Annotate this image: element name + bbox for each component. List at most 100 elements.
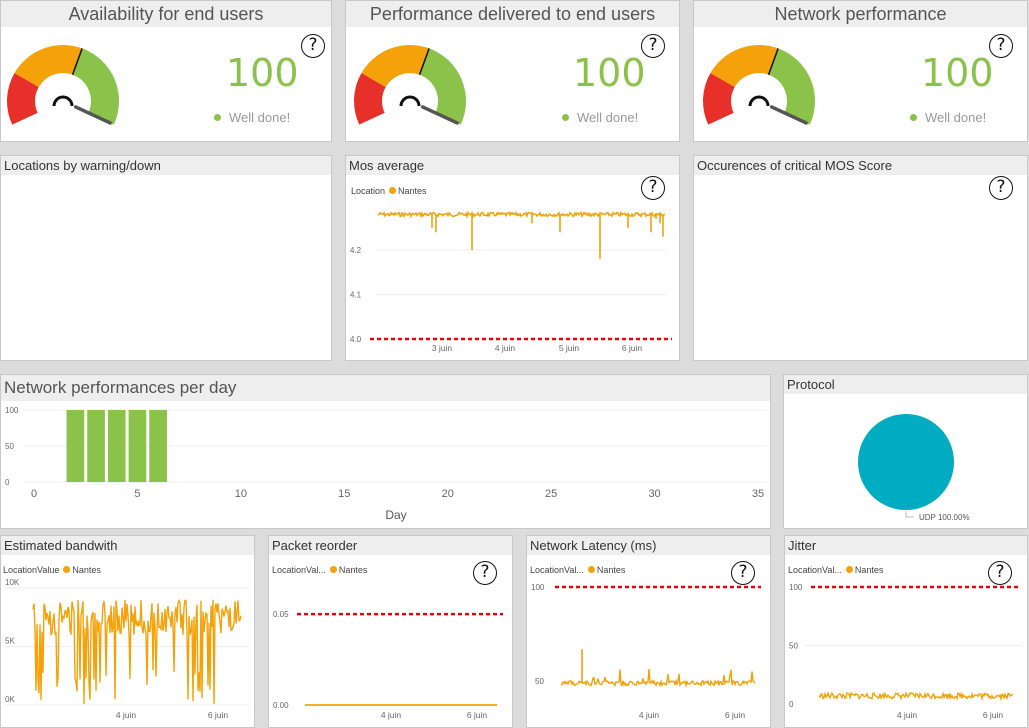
gauge-hub [383,74,437,128]
y-tick-label: 0.05 [273,610,289,619]
y-tick-label: 4.0 [350,335,362,344]
y-tick-label: 5K [5,637,15,646]
bar [66,410,85,482]
gauge-needle [420,105,459,125]
legend-series: Nantes [596,565,626,575]
protocol-tile: Protocol UDP 100.00% [783,374,1028,529]
x-tick-label: 25 [545,488,557,500]
kpi-status-text: Well done! [925,110,987,125]
legend-series: Nantes [398,186,427,196]
gauge-marker [418,48,430,75]
legend-dot-icon [587,566,595,574]
bar [128,410,147,482]
series-line-nantes [818,691,1014,702]
kpi-status: Well done! [910,110,986,125]
y-tick-label: 0 [5,478,10,487]
chart-legend: LocationVal... Nantes [530,565,625,575]
x-tick-label: 20 [442,488,454,500]
locations-tile: Locations by warning/down [0,155,332,361]
gauge-hub-icon [399,95,421,107]
pie-label-leader [905,511,914,518]
latency-tile: Network Latency (ms) LocationVal... Nante… [526,535,771,728]
x-tick-label: 4 juin [116,710,137,720]
tile-title: Network performance [694,1,1027,27]
tile-title: Network performances per day [1,375,770,401]
tile-title: Protocol [784,375,1027,394]
gauge-orange-segment [14,45,83,87]
tile-title: Packet reorder [269,536,512,555]
y-tick-label: 10K [5,578,20,587]
gauge-needle [73,105,112,125]
gauge-green-segment [768,48,815,125]
gauge-hub [36,74,90,128]
legend-title: LocationVal... [788,565,842,575]
y-tick-label: 4.2 [350,246,362,255]
pie-slice-label: UDP 100.00% [919,513,970,522]
help-icon[interactable]: ? [989,176,1013,200]
help-icon[interactable]: ? [641,176,665,200]
bandwidth-tile: Estimated bandwith LocationValue Nantes 0… [0,535,255,728]
protocol-pie-chart: UDP 100.00% [858,414,970,522]
netperf-bar-chart: 0 50 100 0 5 10 15 20 25 30 35 Day [5,406,766,522]
help-icon[interactable]: ? [473,561,497,585]
y-tick-label: 0 [789,700,794,709]
kpi-tile-network: Network performance 100 Well done! ? [693,0,1028,142]
y-tick-label: 100 [789,583,803,592]
latency-line-chart: 100 50 4 juin 6 juin [531,583,761,720]
y-tick-label: 50 [789,642,798,651]
gauge-network [703,45,815,128]
y-tick-label: 4.1 [350,291,362,300]
help-icon[interactable]: ? [731,561,755,585]
help-icon[interactable]: ? [989,34,1013,58]
y-tick-label: 0.00 [273,701,289,710]
gauge-green-segment [72,48,120,125]
status-dot-icon [562,114,569,122]
x-tick-label: 4 juin [495,343,516,353]
x-axis-label: Day [385,508,406,522]
x-tick-label: 0 [31,488,37,500]
legend-series: Nantes [338,565,368,575]
y-tick-label: 100 [5,406,19,415]
gauge-performance [354,45,466,128]
bar [107,410,126,482]
help-icon[interactable]: ? [301,34,325,58]
mos-tile: Mos average Location Nantes ? 4.0 4.1 4.2 3 … [345,155,680,361]
help-icon[interactable]: ? [641,34,665,58]
series-line-nantes [32,598,242,705]
tile-title: Availability for end users [1,1,331,27]
chart-legend: Location Nantes [351,186,427,196]
status-dot-icon [910,114,917,122]
x-tick-label: 3 juin [432,343,453,353]
x-tick-label: 15 [338,488,350,500]
bar [149,410,167,482]
tile-title: Performance delivered to end users [346,1,679,27]
bar [87,410,105,482]
kpi-tile-availability: Availability for end users 100 Well done… [0,0,332,142]
x-tick-label: 6 juin [622,343,643,353]
x-tick-label: 6 juin [725,710,746,720]
critical-mos-tile: Occurences of critical MOS Score ? [693,155,1028,361]
legend-title: LocationVal... [530,565,584,575]
help-icon[interactable]: ? [988,561,1012,585]
legend-dot-icon [845,566,853,574]
kpi-status: Well done! [214,110,290,125]
kpi-value: 100 [921,51,994,95]
legend-dot-icon [63,566,71,574]
legend-dot-icon [329,566,337,574]
netperf-day-tile: Network performances per day 0 50 100 0 5 10 1… [0,374,771,529]
gauge-hub-icon [52,95,74,107]
reorder-tile: Packet reorder LocationVal... Nantes ? 0.… [268,535,513,728]
gauge-red-segment [7,73,39,125]
kpi-tile-performance: Performance delivered to end users 100 W… [345,0,680,142]
x-tick-label: 4 juin [897,710,918,720]
kpi-status-text: Well done! [577,110,639,125]
series-line-nantes [377,210,665,219]
gauge-marker [71,48,83,75]
legend-title: LocationVal... [272,565,326,575]
x-tick-label: 4 juin [381,710,402,720]
series-line-nantes [560,668,756,688]
y-tick-label: 100 [531,583,545,592]
x-tick-label: 30 [648,488,660,500]
legend-series: Nantes [72,565,101,575]
gauge-marker [767,48,779,75]
